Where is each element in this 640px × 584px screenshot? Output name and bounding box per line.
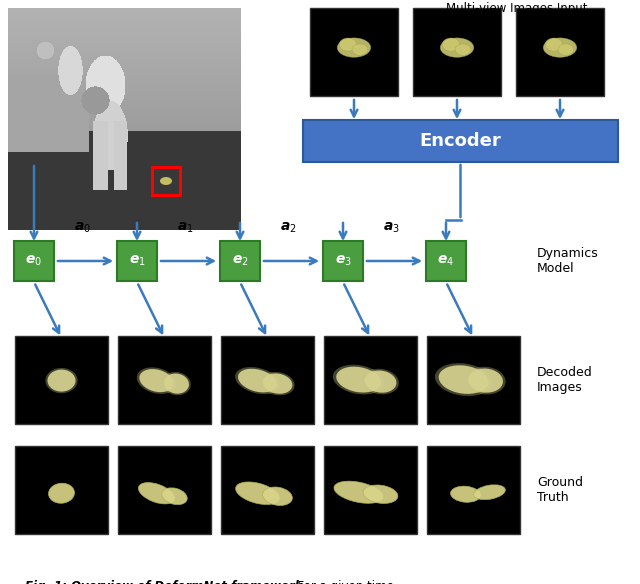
Ellipse shape [465,367,506,394]
Ellipse shape [47,370,76,392]
Bar [118,336,211,424]
Bar [413,8,501,96]
Text: $\boldsymbol{a}_2$: $\boldsymbol{a}_2$ [280,221,297,235]
FancyBboxPatch shape [220,241,260,281]
Ellipse shape [333,365,384,394]
Ellipse shape [362,369,399,394]
Ellipse shape [365,370,396,392]
Bar [303,120,618,162]
FancyBboxPatch shape [426,241,466,281]
Ellipse shape [337,38,371,57]
Text: $\boldsymbol{e}_2$: $\boldsymbol{e}_2$ [232,254,248,268]
Ellipse shape [545,38,563,51]
Text: $\boldsymbol{a}_1$: $\boldsymbol{a}_1$ [177,221,194,235]
Text: Ground
Truth: Ground Truth [537,476,583,504]
Ellipse shape [137,367,176,394]
Text: $\boldsymbol{e}_3$: $\boldsymbol{e}_3$ [335,254,351,268]
Ellipse shape [336,367,381,392]
Text: Decoded
Images: Decoded Images [537,366,593,394]
FancyBboxPatch shape [117,241,157,281]
Ellipse shape [164,374,189,394]
Ellipse shape [352,44,368,55]
Ellipse shape [474,485,506,500]
Bar [427,446,520,534]
Ellipse shape [49,483,74,503]
Bar [427,336,520,424]
Bar [324,446,417,534]
Text: Dynamics
Model: Dynamics Model [537,247,599,275]
Ellipse shape [160,177,172,185]
FancyBboxPatch shape [14,241,54,281]
Ellipse shape [162,372,191,395]
Bar [310,8,398,96]
Ellipse shape [543,38,577,57]
Text: Multi-view Images Input: Multi-view Images Input [446,2,588,15]
Text: Fig. 1: Overview of DeformNet framework: Fig. 1: Overview of DeformNet framework [25,580,303,584]
Bar [516,8,604,96]
Ellipse shape [260,372,294,395]
Ellipse shape [435,363,492,396]
Text: $\boldsymbol{a}_3$: $\boldsymbol{a}_3$ [383,221,400,235]
Bar [221,336,314,424]
Bar [324,336,417,424]
Bar [15,446,108,534]
Ellipse shape [162,488,188,505]
Ellipse shape [138,482,175,504]
Text: $\boldsymbol{e}_1$: $\boldsymbol{e}_1$ [129,254,145,268]
Ellipse shape [363,485,398,503]
Text: $\boldsymbol{e}_0$: $\boldsymbol{e}_0$ [26,254,42,268]
Ellipse shape [45,368,77,393]
Ellipse shape [451,486,481,502]
Text: $\boldsymbol{e}_4$: $\boldsymbol{e}_4$ [438,254,454,268]
Ellipse shape [440,38,474,57]
Text: $\boldsymbol{a}_0$: $\boldsymbol{a}_0$ [74,221,91,235]
Ellipse shape [238,369,277,392]
Ellipse shape [235,367,280,394]
Ellipse shape [140,369,173,392]
Ellipse shape [339,38,357,51]
Text: Encoder: Encoder [420,132,501,150]
Ellipse shape [334,481,383,503]
Ellipse shape [558,44,574,55]
Bar [118,446,211,534]
Bar [221,446,314,534]
Ellipse shape [262,487,292,506]
Ellipse shape [442,38,460,51]
Ellipse shape [262,373,292,394]
Bar [152,167,180,195]
Bar [15,336,108,424]
Ellipse shape [438,366,488,394]
Ellipse shape [455,44,471,55]
Ellipse shape [468,369,503,392]
Text: For a given time: For a given time [290,580,394,584]
Ellipse shape [236,482,280,505]
FancyBboxPatch shape [323,241,363,281]
